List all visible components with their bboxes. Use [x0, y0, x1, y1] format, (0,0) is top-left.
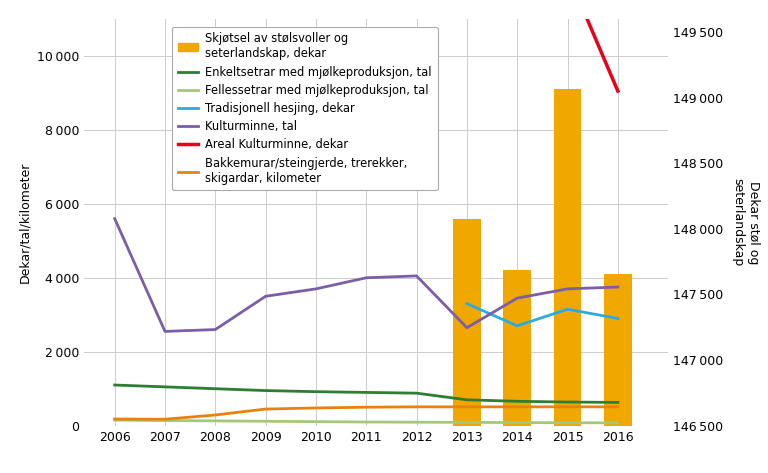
Bar	[604, 274, 631, 426]
Y-axis label: Dekar/tal/kilometer: Dekar/tal/kilometer	[18, 162, 31, 283]
Legend: Skjøtsel av stølsvoller og
seterlandskap, dekar, Enkeltsetrar med mjølkeproduksj: Skjøtsel av stølsvoller og seterlandskap…	[172, 26, 438, 190]
Bar	[503, 271, 531, 426]
Bar	[453, 219, 481, 426]
Bar	[554, 89, 581, 426]
Y-axis label: Dekar støl og
seterlandskap: Dekar støl og seterlandskap	[732, 178, 760, 266]
